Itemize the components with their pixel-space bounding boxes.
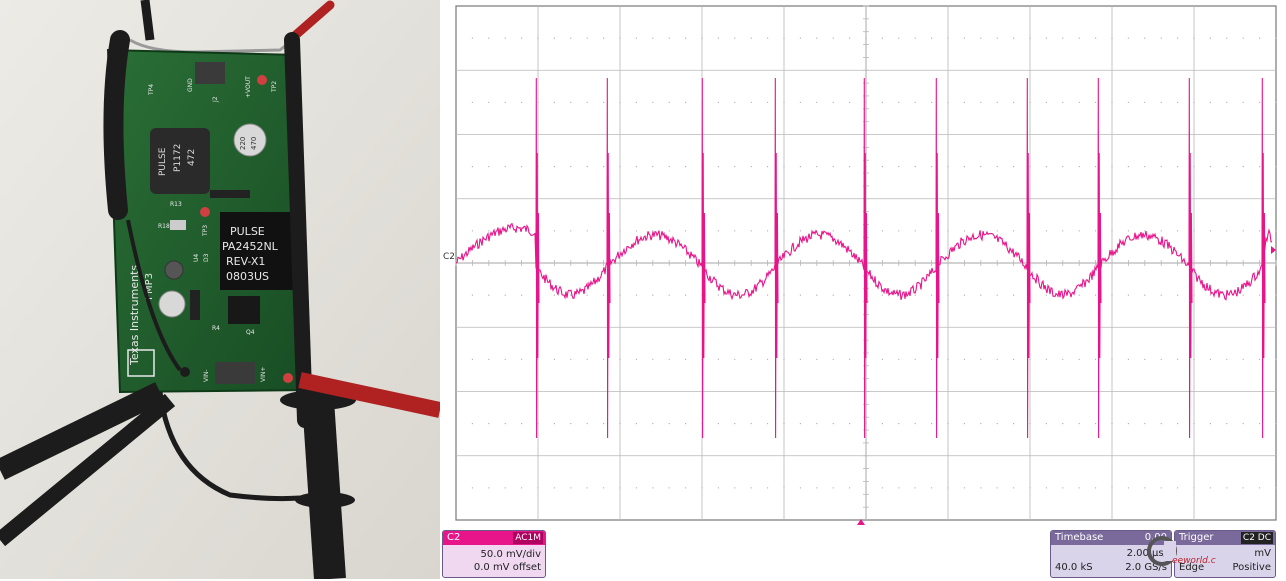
svg-text:470: 470 <box>250 137 258 150</box>
ic-chip <box>228 296 260 324</box>
output-terminal <box>195 62 225 84</box>
volts-per-div: 50.0 mV/div <box>443 548 545 562</box>
input-terminal <box>215 362 255 384</box>
level-marker <box>1271 246 1276 254</box>
watermark-logo: eeworld.com.cn <box>1146 527 1216 577</box>
pcb-board: PULSE P1172 472 220 470 PULSE PA2452NL R… <box>108 50 310 392</box>
waveform-trace <box>456 78 1272 438</box>
trimmer <box>165 261 183 279</box>
svg-text:220: 220 <box>239 137 247 150</box>
timebase-title: Timebase <box>1055 531 1103 545</box>
svg-text:PA2452NL: PA2452NL <box>222 240 279 253</box>
svg-text:REV-X1: REV-X1 <box>226 255 265 268</box>
svg-text:0803US: 0803US <box>226 270 269 283</box>
channel-marker: C2 <box>443 252 455 262</box>
oscilloscope-screen: C2 C2 AC1M 50.0 mV/div 0.0 mV offset Tim… <box>440 0 1286 579</box>
svg-text:Texas Instruments: Texas Instruments <box>128 265 141 366</box>
svg-text:PULSE: PULSE <box>230 225 265 238</box>
capacitor <box>159 291 185 317</box>
circuit-board-photo: PULSE P1172 472 220 470 PULSE PA2452NL R… <box>0 0 440 579</box>
svg-text:472: 472 <box>187 149 197 166</box>
svg-text:TP2: TP2 <box>271 81 278 93</box>
svg-text:J2: J2 <box>212 96 219 103</box>
svg-text:R4: R4 <box>212 325 220 332</box>
coupling-badge: AC1M <box>513 532 543 544</box>
svg-text:P1172: P1172 <box>173 144 183 172</box>
svg-text:+VOUT: +VOUT <box>245 76 252 98</box>
svg-text:GND: GND <box>187 78 194 92</box>
svg-text:R13: R13 <box>170 201 182 208</box>
svg-text:R18: R18 <box>158 223 170 230</box>
svg-text:TP4: TP4 <box>148 84 155 96</box>
channel-panel[interactable]: C2 AC1M 50.0 mV/div 0.0 mV offset <box>442 530 546 578</box>
svg-text:VIN-: VIN- <box>203 369 210 382</box>
svg-text:D3: D3 <box>203 253 210 262</box>
probe-body <box>318 400 330 579</box>
ground-clip <box>113 40 120 210</box>
channel-offset: 0.0 mV offset <box>443 561 545 575</box>
channel-name: C2 <box>447 531 460 545</box>
svg-text:VIN+: VIN+ <box>260 367 267 382</box>
svg-text:Q4: Q4 <box>246 329 255 336</box>
trigger-slope: Positive <box>1232 561 1271 575</box>
svg-text:PULSE: PULSE <box>158 147 168 176</box>
trigger-mode-badge: C2 DC <box>1241 532 1273 544</box>
sample-count: 40.0 kS <box>1055 561 1093 575</box>
svg-text:U4: U4 <box>193 254 200 262</box>
watermark-text: eeworld.com.cn <box>1172 556 1216 566</box>
svg-text:TP3: TP3 <box>202 225 209 237</box>
